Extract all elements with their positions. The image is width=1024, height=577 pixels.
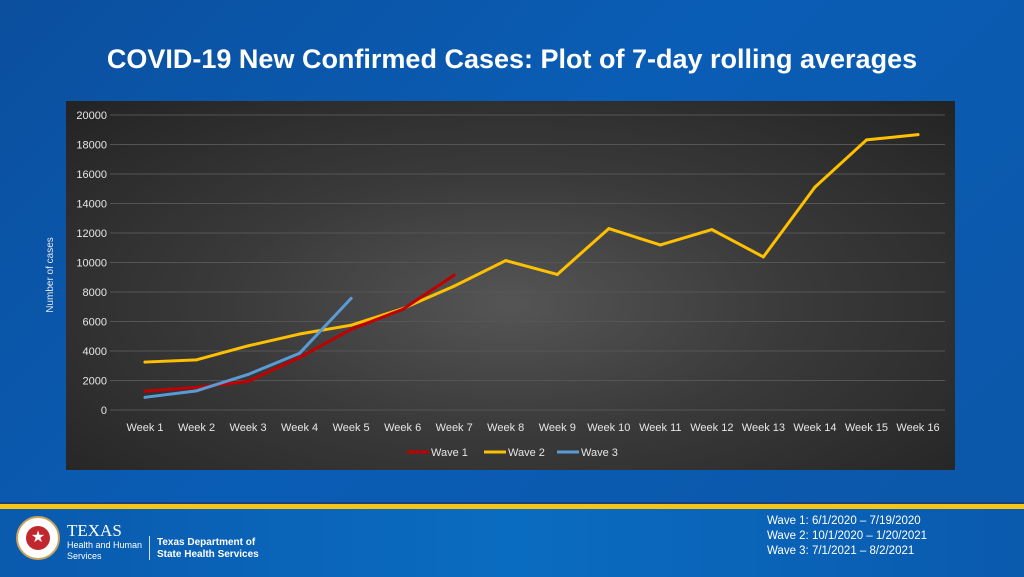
- x-tick-label: Week 10: [587, 422, 630, 434]
- data-point: [452, 273, 456, 277]
- data-point: [607, 227, 611, 231]
- data-point: [246, 379, 250, 383]
- x-tick-label: Week 11: [639, 422, 681, 434]
- data-point: [143, 395, 147, 399]
- chart-area: [66, 101, 955, 470]
- data-point: [349, 323, 353, 327]
- data-point: [864, 138, 868, 142]
- y-tick-label: 2000: [83, 376, 107, 388]
- data-point: [761, 255, 765, 259]
- data-point: [246, 372, 250, 376]
- series-line-wave-2: [143, 133, 920, 364]
- wave-dates: Wave 1: 6/1/2020 – 7/19/2020 Wave 2: 10/…: [767, 514, 927, 559]
- star-icon: ★: [26, 526, 50, 550]
- department-name: Texas Department of State Health Service…: [157, 537, 259, 560]
- data-point: [298, 351, 302, 355]
- org-sub: Health and Human Services: [67, 540, 143, 561]
- x-tick-label: Week 7: [436, 422, 473, 434]
- y-tick-label: 10000: [76, 258, 107, 270]
- y-tick-label: 0: [101, 405, 107, 417]
- y-tick-label: 4000: [83, 346, 107, 358]
- wave-date-1: Wave 1: 6/1/2020 – 7/19/2020: [767, 515, 921, 527]
- data-point: [452, 284, 456, 288]
- data-point: [195, 358, 199, 362]
- y-tick-label: 20000: [76, 110, 107, 122]
- data-point: [195, 389, 199, 393]
- data-point: [143, 360, 147, 364]
- x-tick-label: Week 5: [333, 422, 370, 434]
- data-point: [916, 133, 920, 137]
- legend-label: Wave 2: [508, 447, 545, 459]
- y-tick-label: 12000: [76, 228, 107, 240]
- x-tick-label: Week 3: [230, 422, 267, 434]
- legend-label: Wave 3: [581, 447, 618, 459]
- slide-title: COVID-19 New Confirmed Cases: Plot of 7-…: [106, 44, 918, 74]
- data-point: [710, 228, 714, 232]
- x-tick-label: Week 1: [126, 422, 163, 434]
- data-point: [401, 307, 405, 311]
- wave-date-3: Wave 3: 7/1/2021 – 8/2/2021: [767, 545, 915, 557]
- data-point: [349, 296, 353, 300]
- y-tick-label: 18000: [76, 140, 107, 152]
- x-tick-label: Week 8: [487, 422, 524, 434]
- data-point: [298, 355, 302, 359]
- footer-stripe: [0, 502, 1024, 509]
- org-name: TEXAS: [67, 521, 122, 540]
- wave-date-2: Wave 2: 10/1/2020 – 1/20/2021: [767, 530, 928, 542]
- texas-seal-logo: ★: [16, 516, 60, 560]
- data-point: [504, 259, 508, 263]
- data-point: [658, 243, 662, 247]
- x-tick-label: Week 15: [845, 422, 888, 434]
- x-tick-label: Week 9: [539, 422, 576, 434]
- divider: [149, 536, 150, 560]
- x-tick-label: Week 16: [896, 422, 939, 434]
- data-point: [143, 389, 147, 393]
- x-tick-label: Week 14: [793, 422, 836, 434]
- legend-label: Wave 1: [431, 447, 468, 459]
- data-point: [555, 272, 559, 276]
- y-axis-title: Number of cases: [45, 237, 56, 313]
- y-tick-label: 6000: [83, 317, 107, 329]
- footer-bar: [0, 502, 1024, 577]
- x-tick-label: Week 4: [281, 422, 318, 434]
- y-tick-label: 16000: [76, 169, 107, 181]
- data-point: [298, 332, 302, 336]
- data-point: [813, 185, 817, 189]
- x-tick-label: Week 2: [178, 422, 215, 434]
- data-point: [349, 327, 353, 331]
- data-point: [246, 344, 250, 348]
- y-tick-label: 14000: [76, 199, 107, 211]
- x-tick-label: Week 6: [384, 422, 421, 434]
- x-tick-label: Week 12: [690, 422, 733, 434]
- data-point: [195, 385, 199, 389]
- x-tick-label: Week 13: [742, 422, 785, 434]
- y-tick-label: 8000: [83, 287, 107, 299]
